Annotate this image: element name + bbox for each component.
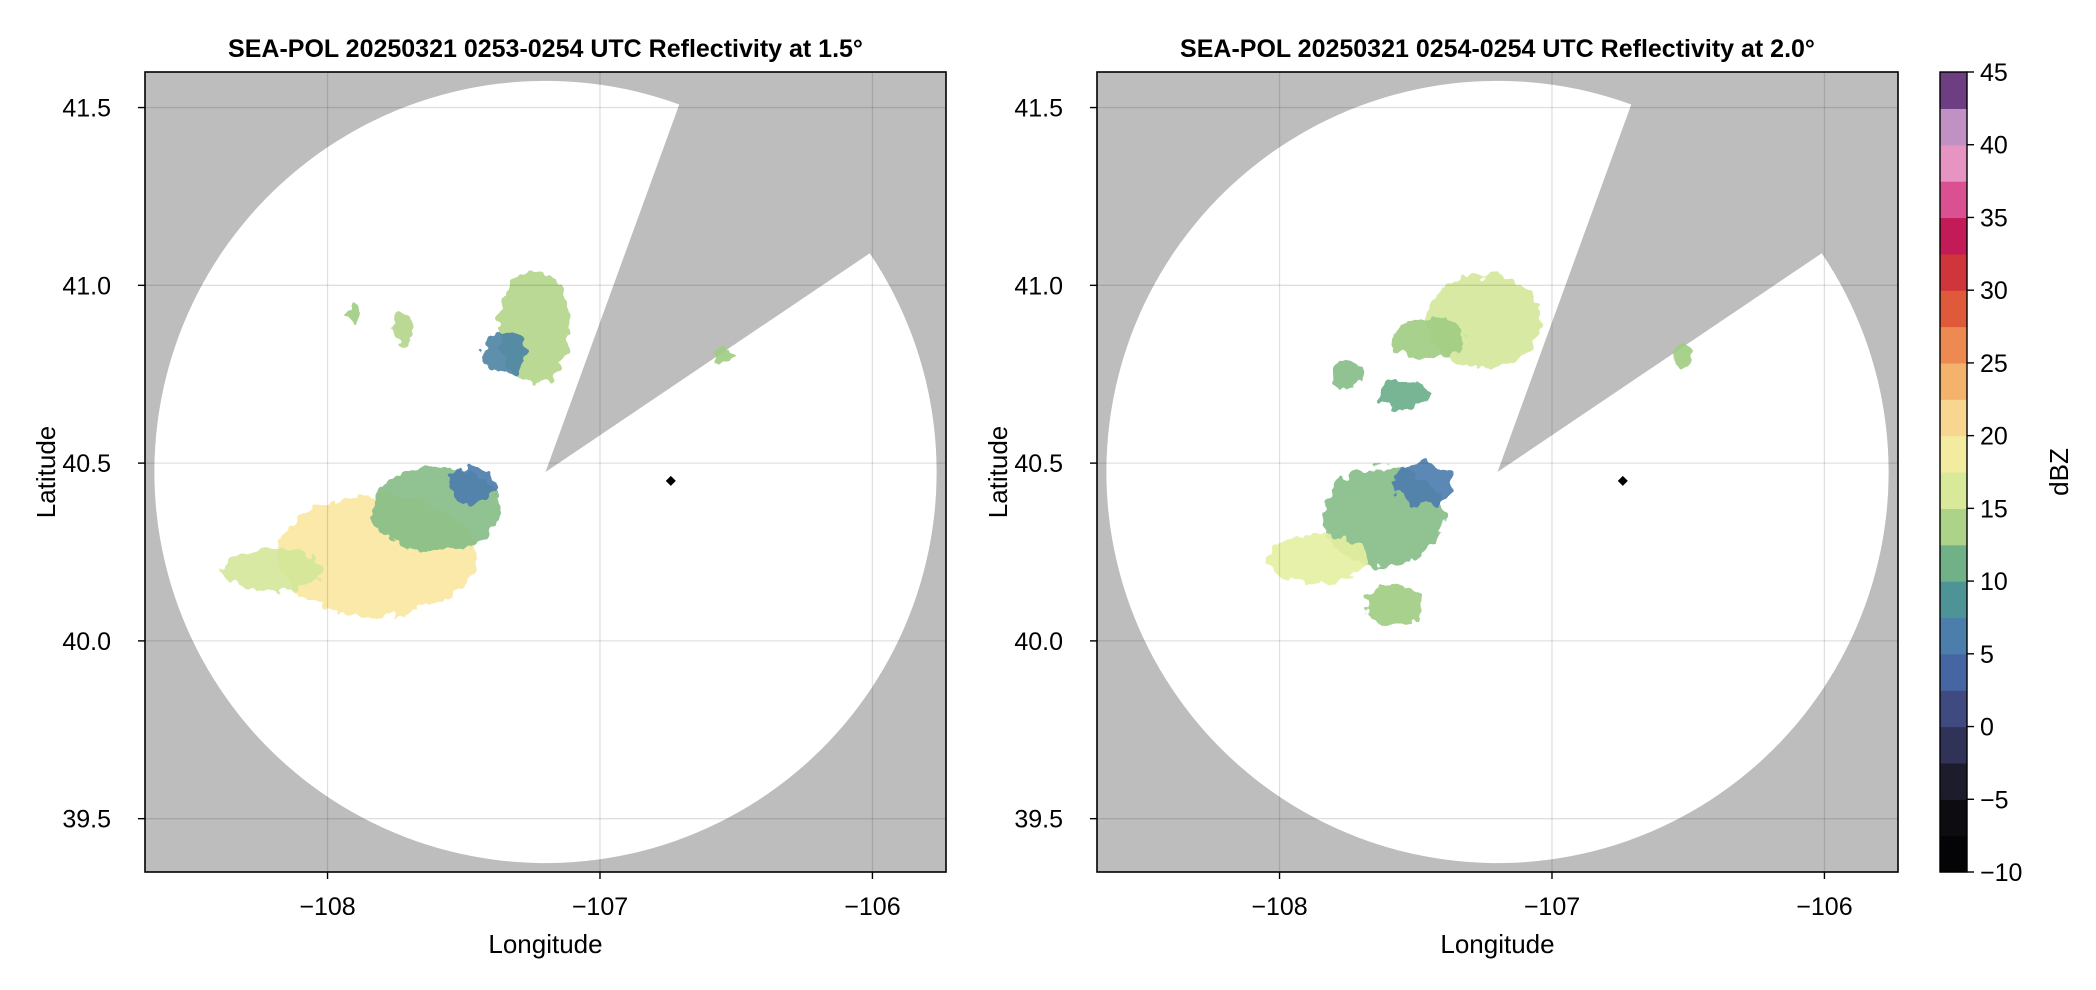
left-radar-coverage <box>154 80 937 864</box>
colorbar-band <box>1940 217 1967 255</box>
right-echo-cell <box>1267 534 1368 584</box>
left-echo-cell <box>347 303 362 325</box>
right-ytick-label: 40.0 <box>1014 628 1063 656</box>
colorbar-band <box>1940 508 1967 546</box>
colorbar-band <box>1940 581 1967 619</box>
right-radar-coverage <box>1106 80 1889 864</box>
left-reflectivity-echoes <box>223 271 736 616</box>
left-xtick-label: −107 <box>572 893 628 921</box>
colorbar: −10 −5 0 5 10 15 20 25 30 35 40 45 dBZ <box>1939 59 2074 887</box>
colorbar-tick-label: 30 <box>1980 277 2008 305</box>
right-x-axis-label: Longitude <box>1440 929 1554 959</box>
left-echo-cell <box>393 310 415 346</box>
right-reflectivity-echoes <box>1267 274 1694 627</box>
colorbar-band <box>1940 181 1967 219</box>
left-site-marker <box>665 475 676 486</box>
colorbar-band <box>1940 72 1967 109</box>
colorbar-band <box>1940 726 1967 764</box>
colorbar-band <box>1940 362 1967 400</box>
colorbar-tick-label: 25 <box>1980 350 2008 378</box>
right-echo-cell <box>1333 360 1362 389</box>
colorbar-band <box>1940 653 1967 691</box>
colorbar-tick-label: 0 <box>1980 714 1994 742</box>
colorbar-band <box>1940 690 1967 728</box>
colorbar-tick-label: 20 <box>1980 423 2008 451</box>
colorbar-band <box>1940 253 1967 291</box>
right-plot-frame <box>1096 71 1899 873</box>
colorbar-band <box>1940 399 1967 437</box>
left-chart-title: SEA-POL 20250321 0253-0254 UTC Reflectiv… <box>228 35 863 63</box>
colorbar-label: dBZ <box>2044 448 2074 496</box>
left-ytick-label: 41.5 <box>62 95 111 123</box>
colorbar-band <box>1940 435 1967 473</box>
left-echo-cell <box>714 349 736 364</box>
colorbar-band <box>1940 108 1967 146</box>
left-plot-frame <box>144 71 947 873</box>
right-ytick-label: 41.5 <box>1014 95 1063 123</box>
right-site-marker <box>1617 475 1628 486</box>
panel-right: SEA-POL 20250321 0254-0254 UTC Reflectiv… <box>983 35 1899 959</box>
left-x-ticks: −108 −107 −106 <box>299 872 901 921</box>
colorbar-tick-label: 40 <box>1980 132 2008 160</box>
colorbar-tick-label: 5 <box>1980 641 1994 669</box>
colorbar-band <box>1940 799 1967 837</box>
left-ytick-label: 40.5 <box>62 450 111 478</box>
left-echo-cell <box>447 466 497 503</box>
right-echo-cell <box>1395 463 1453 506</box>
right-xtick-label: −108 <box>1251 893 1307 921</box>
left-ytick-label: 41.0 <box>62 272 111 300</box>
left-y-axis-label: Latitude <box>31 426 61 519</box>
left-echo-cell <box>483 331 526 375</box>
left-echo-cell <box>223 548 323 592</box>
right-echo-cell <box>1393 317 1465 360</box>
left-ytick-label: 40.0 <box>62 628 111 656</box>
colorbar-tick-label: −5 <box>1980 786 2009 814</box>
colorbar-band <box>1940 617 1967 655</box>
left-grid <box>145 72 946 872</box>
colorbar-frame <box>1939 71 1968 873</box>
right-chart-title: SEA-POL 20250321 0254-0254 UTC Reflectiv… <box>1180 35 1815 63</box>
colorbar-band <box>1940 472 1967 509</box>
colorbar-tick-label: 10 <box>1980 568 2008 596</box>
colorbar-band <box>1940 144 1967 182</box>
right-xtick-label: −107 <box>1524 893 1580 921</box>
colorbar-tick-label: 45 <box>1980 59 2008 87</box>
colorbar-tick-label: −10 <box>1980 859 2022 887</box>
right-echo-cell <box>1365 584 1423 627</box>
panel-left: SEA-POL 20250321 0253-0254 UTC Reflectiv… <box>31 35 947 959</box>
left-xtick-label: −106 <box>844 893 900 921</box>
left-ytick-label: 39.5 <box>62 806 111 834</box>
colorbar-band <box>1940 544 1967 582</box>
colorbar-band <box>1940 762 1967 800</box>
colorbar-tick-label: 35 <box>1980 204 2008 232</box>
colorbar-band <box>1940 326 1967 364</box>
right-xtick-label: −106 <box>1796 893 1852 921</box>
colorbar-tick-label: 15 <box>1980 495 2008 523</box>
right-ytick-label: 41.0 <box>1014 272 1063 300</box>
right-ytick-label: 39.5 <box>1014 806 1063 834</box>
right-ytick-label: 40.5 <box>1014 450 1063 478</box>
right-y-axis-label: Latitude <box>983 426 1013 519</box>
colorbar-band <box>1940 290 1967 328</box>
colorbar-ticks: −10 −5 0 5 10 15 20 25 30 35 40 45 <box>1967 59 2022 887</box>
colorbar-band <box>1940 835 1967 873</box>
right-y-ticks: 39.5 40.0 40.5 41.0 41.5 <box>1014 95 1097 834</box>
right-grid <box>1097 72 1898 872</box>
right-x-ticks: −108 −107 −106 <box>1251 872 1853 921</box>
colorbar-bands <box>1940 72 1967 873</box>
right-echo-cell <box>1377 381 1428 410</box>
left-xtick-label: −108 <box>299 893 355 921</box>
right-echo-cell <box>1672 345 1694 368</box>
left-y-ticks: 39.5 40.0 40.5 41.0 41.5 <box>62 95 145 834</box>
left-x-axis-label: Longitude <box>488 929 602 959</box>
